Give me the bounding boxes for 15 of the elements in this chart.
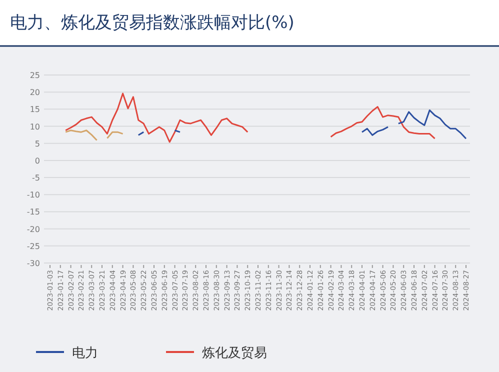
y-tick-label: -15 [26,208,40,217]
y-tick-label: -25 [26,242,40,251]
y-tick-label: 25 [30,71,40,80]
y-tick-label: -10 [26,190,40,200]
y-tick-label: -20 [26,224,40,234]
legend-label: 炼化及贸易 [202,346,267,361]
legend-label: 电力 [72,346,98,361]
title: 电力、炼化及贸易指数涨跌幅对比(%) [10,13,294,33]
y-tick-label: 5 [34,139,40,148]
y-tick-label: 0 [34,156,40,166]
y-tick-label: 10 [30,122,40,132]
y-tick-label: 20 [30,88,40,98]
y-tick-label: -30 [26,259,40,268]
y-tick-label: 15 [30,105,40,114]
y-tick-label: -5 [32,174,40,183]
